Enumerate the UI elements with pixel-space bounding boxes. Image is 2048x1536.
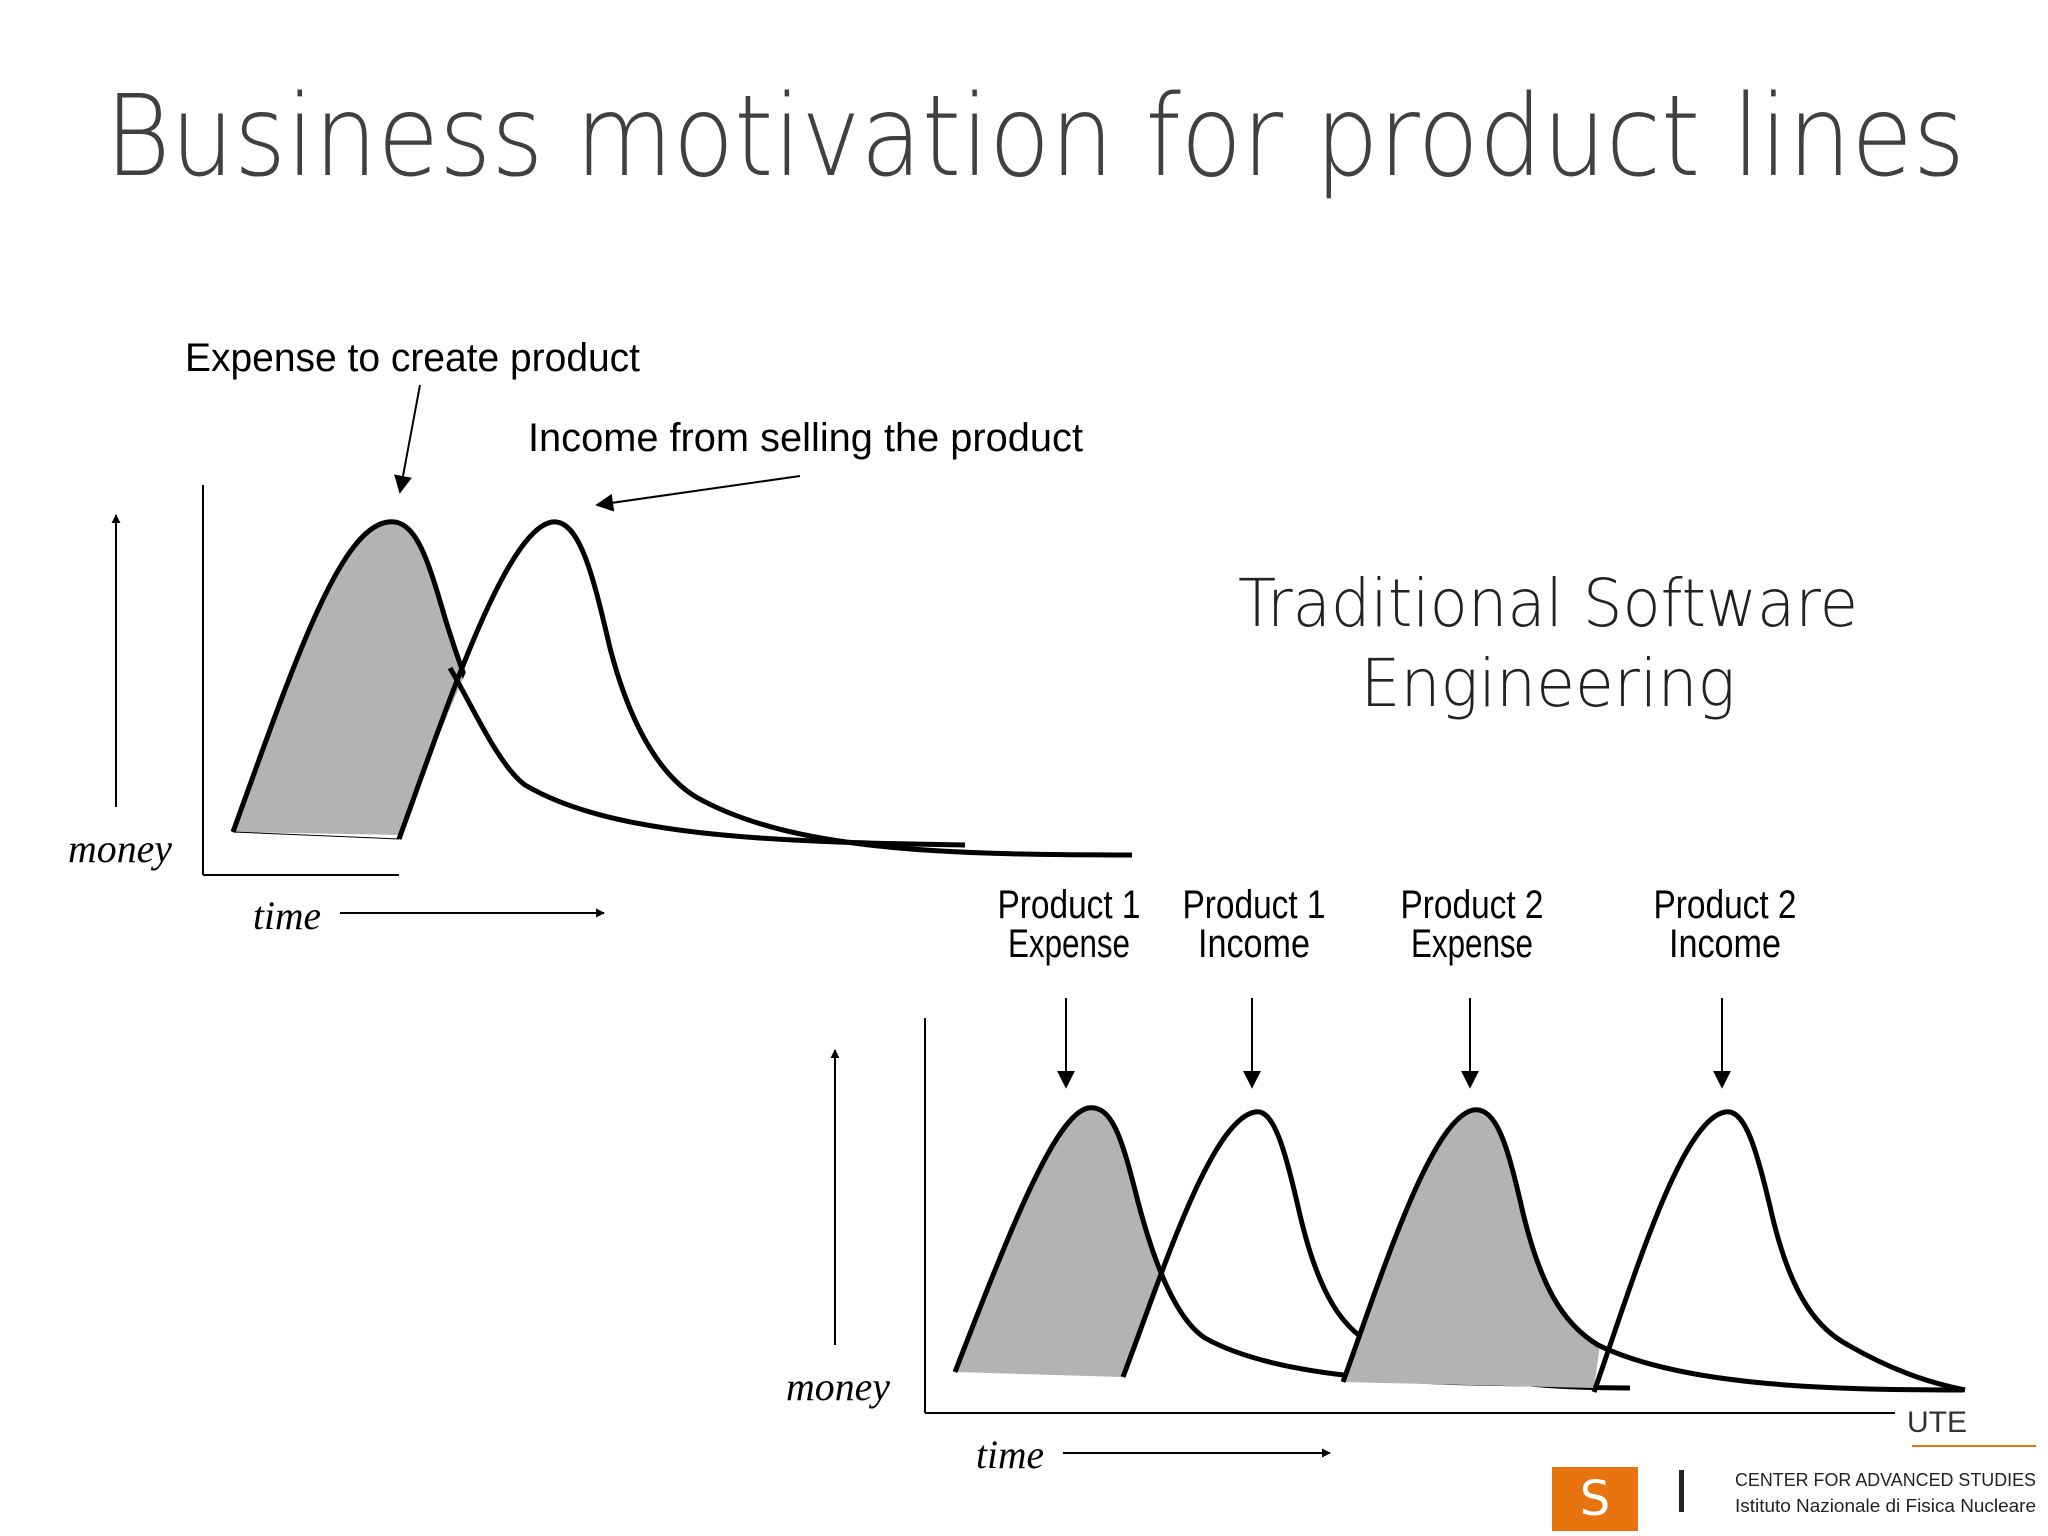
bottom-label-4-line-1: Product 2 [1654,883,1797,927]
bottom-label-4: Product 2 Income [1654,883,1797,966]
bottom-p1-expense-fill [955,1107,1160,1377]
bottom-label-2-line-2: Income [1198,922,1310,966]
bottom-label-1-line-1: Product 1 [998,883,1141,927]
income-callout-arrow [595,475,801,512]
footer-clipped-text: UTE [1907,1406,1967,1439]
bottom-label-3-line-2: Expense [1411,922,1533,966]
top-expense-baseline [232,831,400,840]
bottom-p2-expense-fill [1343,1109,1600,1388]
footer-org-line-2: Istituto Nazionale di Fisica Nucleare [1735,1496,2036,1516]
bottom-label-3: Product 2 Expense [1401,883,1544,966]
top-money-label: money [68,826,172,871]
income-callout-label: Income from selling the product [528,416,1083,460]
footer: UTE S CENTER FOR ADVANCED STUDIES Istitu… [1552,1406,2036,1531]
institute-logo-letter: S [1580,1471,1610,1527]
top-expense-tail [447,666,966,848]
subtitle-line-2: Engineering [1361,645,1736,722]
top-fill-mask [399,522,1170,880]
top-diagram: Expense to create product Income from se… [68,336,1170,938]
expense-callout-arrow [394,384,421,494]
bottom-p2-income-curve [1591,1109,1966,1393]
bottom-label-1: Product 1 Expense [998,883,1141,966]
bottom-label-2-line-1: Product 1 [1183,883,1326,927]
institute-logo [1552,1467,1638,1531]
subtitle: Traditional Software Engineering [1238,565,1858,722]
footer-divider [1679,1470,1684,1512]
bottom-money-label: money [786,1364,890,1409]
subtitle-line-1: Traditional Software [1238,565,1858,642]
bottom-time-label: time [976,1432,1044,1477]
top-income-curve [396,519,1133,858]
bottom-label-3-line-1: Product 2 [1401,883,1544,927]
bottom-p2-expense-curve [1340,1107,1964,1393]
bottom-label-2: Product 1 Income [1183,883,1326,966]
expense-callout-label: Expense to create product [185,336,640,380]
footer-org-line-1: CENTER FOR ADVANCED STUDIES [1735,1470,2036,1490]
bottom-diagram: Product 1 Expense Product 1 Income Produ… [786,883,1966,1477]
top-time-label: time [253,893,321,938]
slide-title: Business motivation for product lines [105,72,1965,202]
bottom-label-4-line-2: Income [1669,922,1781,966]
bottom-label-1-line-2: Expense [1008,922,1130,966]
